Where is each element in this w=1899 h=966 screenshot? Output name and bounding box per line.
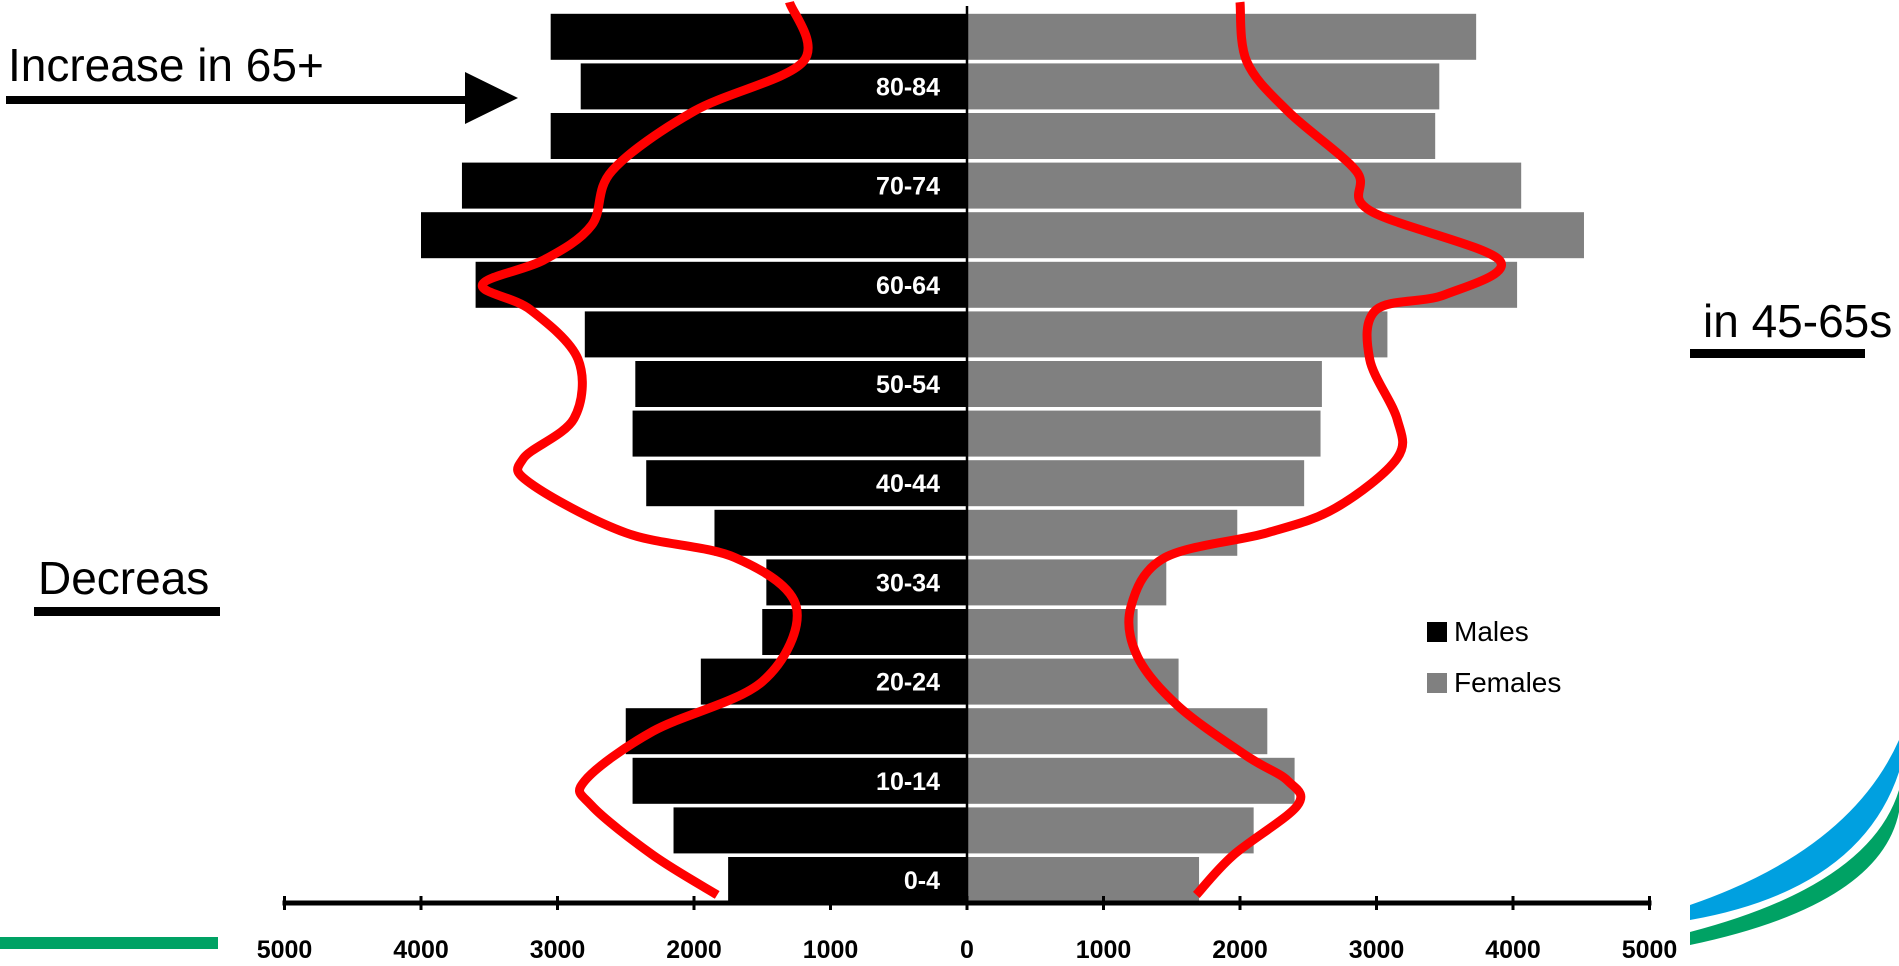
age-label-0-4: 0-4 [904,867,940,895]
bar-females-25-29 [967,609,1138,655]
legend-label-females: Females [1454,667,1561,698]
x-tick-label: 0 [960,936,974,964]
age-label-10-14: 10-14 [876,768,940,796]
bar-males-70-74 [461,162,967,209]
accent-arc-blue [1690,740,1899,920]
bar-males-80-84 [580,63,967,110]
accent-arc-green [1690,790,1899,945]
bar-females-70-74 [967,162,1522,209]
bar-females-10-14 [967,757,1295,804]
decrease-underline [34,607,220,616]
x-tick-label: 3000 [530,936,586,964]
bar-males-85+ [550,13,967,60]
age-label-40-44: 40-44 [876,470,940,498]
x-tick-label: 3000 [1349,936,1405,964]
legend-label-males: Males [1454,616,1529,647]
age-label-70-74: 70-74 [876,173,940,201]
bar-females-45-49 [967,410,1321,457]
bar-males-55-59 [584,311,967,358]
bar-males-30-34 [766,559,967,606]
legend: Males Females [1427,616,1561,698]
bar-males-5-9 [673,807,967,854]
trend-curve-males [477,0,813,899]
age-labels-group: 0-4 10-14 20-24 30-34 40-44 50-54 60-64 70-74 80… [876,73,940,895]
bar-females-15-19 [967,708,1268,755]
bar-females-50-54 [967,361,1322,407]
bar-females-0-4 [967,857,1200,903]
increase-arrow-head [465,72,518,124]
bar-males-50-54 [635,361,967,407]
x-tick-label: 5000 [1622,936,1678,964]
x-tick-label: 2000 [1212,936,1268,964]
bar-males-60-64 [475,261,967,308]
legend-swatch-females [1427,673,1447,693]
accent-bar-left [0,937,218,949]
x-tick-label: 4000 [1485,936,1541,964]
middle-ages-underline [1690,349,1865,358]
annotation-decrease: Decreas [38,555,210,601]
bar-males-45-49 [632,410,967,457]
age-label-30-34: 30-34 [876,569,940,597]
bar-females-75-79 [967,113,1436,159]
bar-males-35-39 [714,509,967,556]
annotation-increase-65: Increase in 65+ [8,39,324,91]
x-tick-label: 1000 [803,936,859,964]
bar-males-15-19 [625,708,967,755]
age-label-20-24: 20-24 [876,669,940,697]
bar-females-85+ [967,13,1477,60]
bar-males-75-79 [550,113,967,159]
x-tick-label: 1000 [1076,936,1132,964]
bar-males-0-4 [728,857,967,903]
bars-group [421,13,1584,903]
age-label-60-64: 60-64 [876,272,940,300]
bar-males-65-69 [421,212,967,259]
age-label-80-84: 80-84 [876,73,940,101]
x-axis: 5000 4000 3000 2000 1000 0 1000 2000 3000 4000 500… [257,896,1678,964]
x-tick-label: 2000 [666,936,722,964]
legend-swatch-males [1427,622,1447,642]
x-tick-label: 5000 [257,936,313,964]
bar-males-40-44 [646,460,967,507]
x-tick-label: 4000 [393,936,449,964]
bar-females-5-9 [967,807,1254,854]
bar-females-55-59 [967,311,1388,358]
trend-curves-group [477,0,1506,899]
bar-males-10-14 [632,757,967,804]
trend-curve-females [1124,1,1506,898]
annotation-middle-ages: in 45-65s [1703,295,1893,347]
age-label-50-54: 50-54 [876,371,940,399]
bar-females-40-44 [967,460,1305,507]
bar-females-80-84 [967,63,1440,110]
